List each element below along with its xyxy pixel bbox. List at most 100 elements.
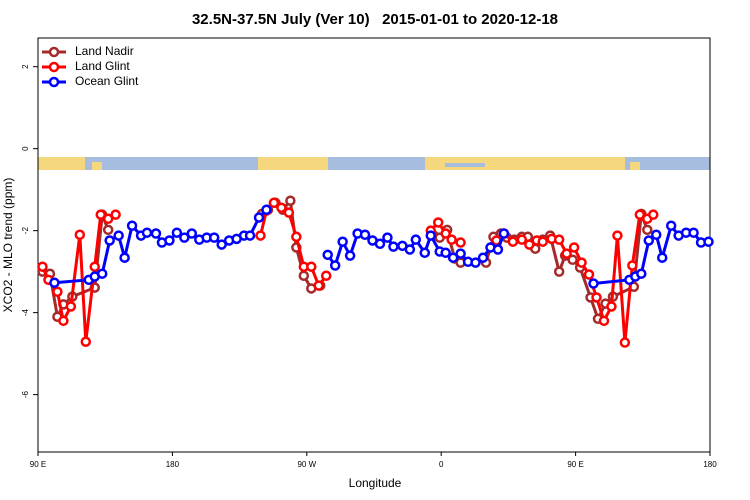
x-tick-label: 90 W <box>297 460 316 469</box>
point <box>110 209 121 220</box>
point <box>276 202 287 213</box>
legend-label: Ocean Glint <box>75 74 139 88</box>
point <box>52 286 63 297</box>
point <box>507 236 519 247</box>
point <box>634 209 646 220</box>
point <box>440 247 451 259</box>
x-tick-label: 180 <box>166 460 180 469</box>
point <box>561 248 572 259</box>
point <box>410 234 422 245</box>
point <box>102 224 114 236</box>
point <box>627 260 638 271</box>
point <box>567 254 578 266</box>
point <box>455 248 466 259</box>
point <box>268 197 280 209</box>
point <box>492 244 504 255</box>
legend-marker <box>48 76 60 88</box>
point <box>186 228 198 239</box>
point <box>329 260 341 271</box>
point <box>253 212 265 223</box>
legend-marker <box>48 46 60 58</box>
point <box>404 244 416 255</box>
y-tick-label: -2 <box>21 227 30 235</box>
point <box>141 227 153 238</box>
point <box>432 217 444 228</box>
point <box>344 250 356 261</box>
point <box>648 209 659 220</box>
point <box>656 252 668 263</box>
point <box>612 230 623 241</box>
point <box>306 261 317 272</box>
y-tick-label: 0 <box>21 146 30 151</box>
point <box>643 235 655 246</box>
point <box>703 236 714 247</box>
map-strip <box>38 157 710 170</box>
point <box>65 301 77 312</box>
point <box>446 234 457 245</box>
point <box>261 204 272 215</box>
point <box>388 241 399 252</box>
point <box>104 235 115 246</box>
point <box>553 266 565 277</box>
point <box>291 231 302 243</box>
point <box>455 237 466 248</box>
y-axis-label: XCO2 - MLO trend (ppm) <box>1 178 15 313</box>
point <box>447 252 459 263</box>
point <box>568 242 580 253</box>
point <box>588 278 599 289</box>
point <box>382 232 393 243</box>
legend-label: Land Glint <box>75 59 130 73</box>
y-tick-label: 2 <box>21 64 30 69</box>
point <box>665 220 677 231</box>
point <box>95 209 106 220</box>
point <box>688 227 699 238</box>
point <box>255 230 266 241</box>
point <box>74 229 86 241</box>
point <box>179 232 190 243</box>
point <box>425 230 436 241</box>
point <box>650 229 662 241</box>
point <box>244 230 256 241</box>
point <box>37 261 48 272</box>
point <box>576 257 587 268</box>
point <box>285 195 296 206</box>
point <box>606 301 617 312</box>
point <box>322 249 333 261</box>
point <box>119 252 130 263</box>
point <box>337 236 348 247</box>
point <box>583 269 595 280</box>
point <box>470 257 481 268</box>
point <box>374 238 386 250</box>
point <box>591 292 602 303</box>
x-axis-label: Longitude <box>349 476 402 490</box>
point <box>96 268 108 279</box>
point <box>636 268 647 279</box>
legend-marker <box>48 61 60 73</box>
point <box>524 239 535 250</box>
point <box>150 228 162 239</box>
point <box>89 261 100 272</box>
point <box>102 213 114 225</box>
y-tick-label: -6 <box>21 391 30 399</box>
point <box>208 232 220 243</box>
point <box>642 224 653 236</box>
point <box>113 230 124 241</box>
point <box>419 247 431 259</box>
point <box>320 270 332 281</box>
point <box>216 239 227 250</box>
point <box>516 234 528 245</box>
point <box>80 336 92 347</box>
point <box>58 315 69 327</box>
point <box>598 315 610 327</box>
point <box>477 252 489 263</box>
point <box>49 277 60 288</box>
point <box>619 337 631 348</box>
y-tick-label: -4 <box>21 309 30 317</box>
point <box>171 227 183 238</box>
x-tick-label: 90 E <box>567 460 583 469</box>
point <box>126 220 138 231</box>
point <box>164 235 175 246</box>
point <box>359 229 371 241</box>
legend-label: Land Nadir <box>75 44 134 58</box>
